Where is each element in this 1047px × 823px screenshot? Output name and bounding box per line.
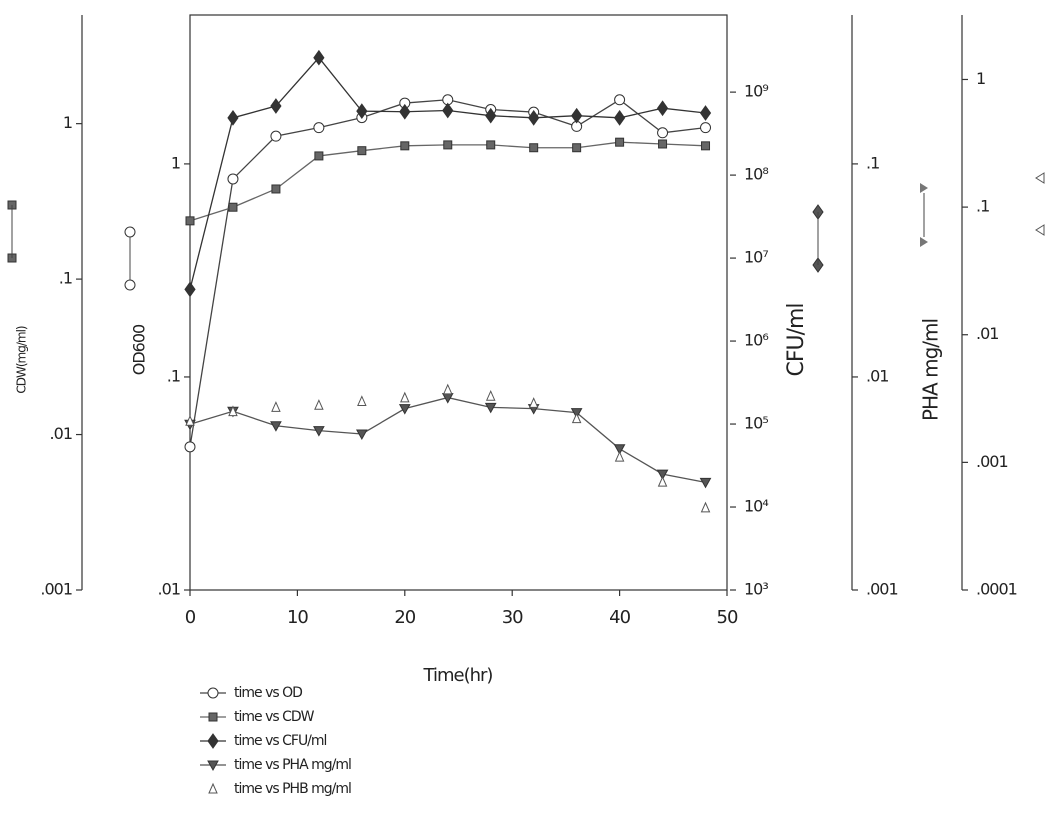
series-line (190, 58, 706, 290)
data-point (573, 144, 581, 152)
y-tick-label: 10³ (744, 580, 768, 599)
legend-marker (208, 734, 218, 748)
data-point (702, 503, 710, 512)
series-line (190, 142, 706, 221)
data-point (487, 141, 495, 149)
y-tick-label: .1 (866, 153, 879, 172)
y-tick-label: .1 (976, 197, 989, 216)
data-point (357, 430, 367, 439)
data-point (272, 402, 280, 411)
data-point (487, 391, 495, 400)
legend-marker (208, 688, 218, 698)
y-tick-label: .01 (158, 580, 180, 599)
data-point (358, 396, 366, 405)
y-tick-label: 10⁷ (744, 248, 768, 267)
data-point (702, 142, 710, 150)
y-tick-label: .0001 (976, 580, 1017, 599)
data-point (615, 95, 625, 105)
data-point (530, 144, 538, 152)
data-point (658, 128, 668, 138)
data-point (315, 400, 323, 409)
axis-glyph (1036, 173, 1044, 183)
data-point (701, 478, 711, 487)
y-tick-label: 10⁵ (744, 414, 768, 433)
chart: .001 .01 .1 1 CDW(mg/ml) .01 .1 1 OD600 10³ 10⁴ 10⁵… (0, 0, 1047, 823)
y-tick-label: .1 (167, 366, 180, 385)
x-tick-label: 10 (287, 607, 308, 628)
data-point (400, 405, 410, 414)
data-point (272, 185, 280, 193)
plot-frame (190, 15, 727, 590)
legend-label: time vs CDW (234, 709, 315, 725)
legend-label: time vs OD (234, 685, 302, 701)
data-point (315, 152, 323, 160)
data-point (229, 203, 237, 211)
legend-label: time vs PHA mg/ml (234, 757, 351, 773)
data-point (358, 147, 366, 155)
x-tick-label: 0 (185, 607, 196, 628)
series-line (190, 398, 706, 483)
data-point (444, 141, 452, 149)
y-tick-label: .01 (866, 366, 888, 385)
axis-glyph (920, 237, 928, 247)
data-point (616, 138, 624, 146)
data-point (572, 109, 582, 123)
y-tick-label: .1 (59, 269, 72, 288)
y-tick-label: .001 (866, 580, 898, 599)
y-axis-label: CDW(mg/ml) (15, 326, 29, 394)
y-axis-label: PHA mg/ml (919, 319, 943, 421)
data-point (659, 477, 667, 486)
data-point (658, 101, 668, 115)
y-axis-label: CFU/ml (784, 303, 809, 376)
data-point (659, 140, 667, 148)
y-tick-label: 1 (976, 69, 985, 88)
y-tick-label: 1 (63, 113, 72, 132)
y-tick-label: .001 (40, 580, 72, 599)
legend-label: time vs PHB mg/ml (234, 781, 351, 797)
data-point (401, 142, 409, 150)
legend-label: time vs CFU/ml (234, 733, 327, 749)
data-point (401, 393, 409, 402)
data-point (701, 123, 711, 133)
y-tick-label: 10⁶ (744, 331, 768, 350)
data-point (530, 398, 538, 407)
y-tick-label: .01 (976, 324, 998, 343)
data-point (443, 104, 453, 118)
data-point (228, 174, 238, 184)
y-tick-label: .001 (976, 452, 1008, 471)
data-point (185, 442, 195, 452)
x-tick-label: 40 (609, 607, 630, 628)
legend-marker (209, 784, 217, 793)
y-tick-label: 10⁸ (744, 165, 768, 184)
data-point (444, 385, 452, 394)
data-point (228, 111, 238, 125)
axis-glyph (1036, 225, 1044, 235)
x-tick-label: 30 (502, 607, 523, 628)
data-point (186, 217, 194, 225)
y-tick-label: .01 (50, 424, 72, 443)
data-point (701, 106, 711, 120)
y-tick-label: 10⁹ (744, 82, 768, 101)
y-tick-label: 10⁴ (744, 497, 768, 516)
axis-glyph (125, 227, 135, 237)
data-point (616, 452, 624, 461)
x-tick-label: 50 (717, 607, 738, 628)
y-axis-label: OD600 (130, 324, 149, 375)
data-point (314, 123, 324, 133)
x-axis-label: Time(hr) (423, 665, 493, 686)
axis-glyph (920, 183, 928, 193)
data-point (271, 131, 281, 141)
axis-glyph (125, 280, 135, 290)
data-point (185, 282, 195, 296)
x-tick-label: 20 (394, 607, 415, 628)
legend-marker (209, 713, 217, 721)
data-point (615, 111, 625, 125)
y-tick-label: 1 (171, 153, 180, 172)
